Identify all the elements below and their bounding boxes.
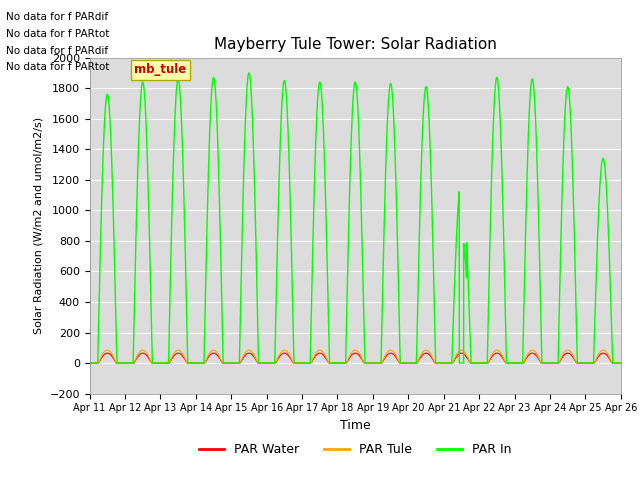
PAR In: [245, 70, 253, 76]
Text: No data for f PARdif: No data for f PARdif: [6, 12, 109, 22]
Line: PAR Tule: PAR Tule: [90, 350, 621, 363]
PAR In: [588, 360, 596, 366]
PAR In: [86, 360, 93, 366]
PAR Tule: [595, 351, 602, 357]
PAR In: [266, 360, 274, 366]
PAR Water: [588, 360, 596, 366]
PAR Water: [337, 360, 345, 366]
Text: No data for f PARtot: No data for f PARtot: [6, 29, 110, 39]
PAR Tule: [104, 347, 111, 353]
Title: Mayberry Tule Tower: Solar Radiation: Mayberry Tule Tower: Solar Radiation: [214, 37, 497, 52]
Text: No data for f PARdif: No data for f PARdif: [6, 46, 109, 56]
X-axis label: Time: Time: [340, 419, 371, 432]
PAR In: [474, 360, 482, 366]
Legend: PAR Water, PAR Tule, PAR In: PAR Water, PAR Tule, PAR In: [194, 438, 516, 461]
Y-axis label: Solar Radiation (W/m2 and umol/m2/s): Solar Radiation (W/m2 and umol/m2/s): [34, 117, 44, 334]
PAR Water: [474, 360, 482, 366]
PAR In: [489, 132, 497, 137]
PAR Tule: [474, 360, 482, 366]
PAR Tule: [337, 360, 345, 366]
PAR Tule: [489, 350, 497, 356]
PAR Tule: [86, 360, 93, 366]
Line: PAR Water: PAR Water: [90, 353, 621, 363]
Line: PAR In: PAR In: [90, 73, 621, 363]
PAR Water: [86, 360, 93, 366]
PAR Water: [489, 353, 497, 359]
PAR Water: [595, 353, 602, 359]
PAR In: [337, 360, 345, 366]
Text: No data for f PARtot: No data for f PARtot: [6, 62, 110, 72]
PAR Tule: [266, 360, 274, 366]
PAR Water: [104, 350, 111, 356]
PAR Water: [617, 360, 625, 366]
Text: mb_tule: mb_tule: [134, 63, 186, 76]
PAR Tule: [617, 360, 625, 366]
PAR Water: [266, 360, 274, 366]
PAR In: [595, 210, 602, 216]
PAR Tule: [588, 360, 596, 366]
PAR In: [617, 360, 625, 366]
